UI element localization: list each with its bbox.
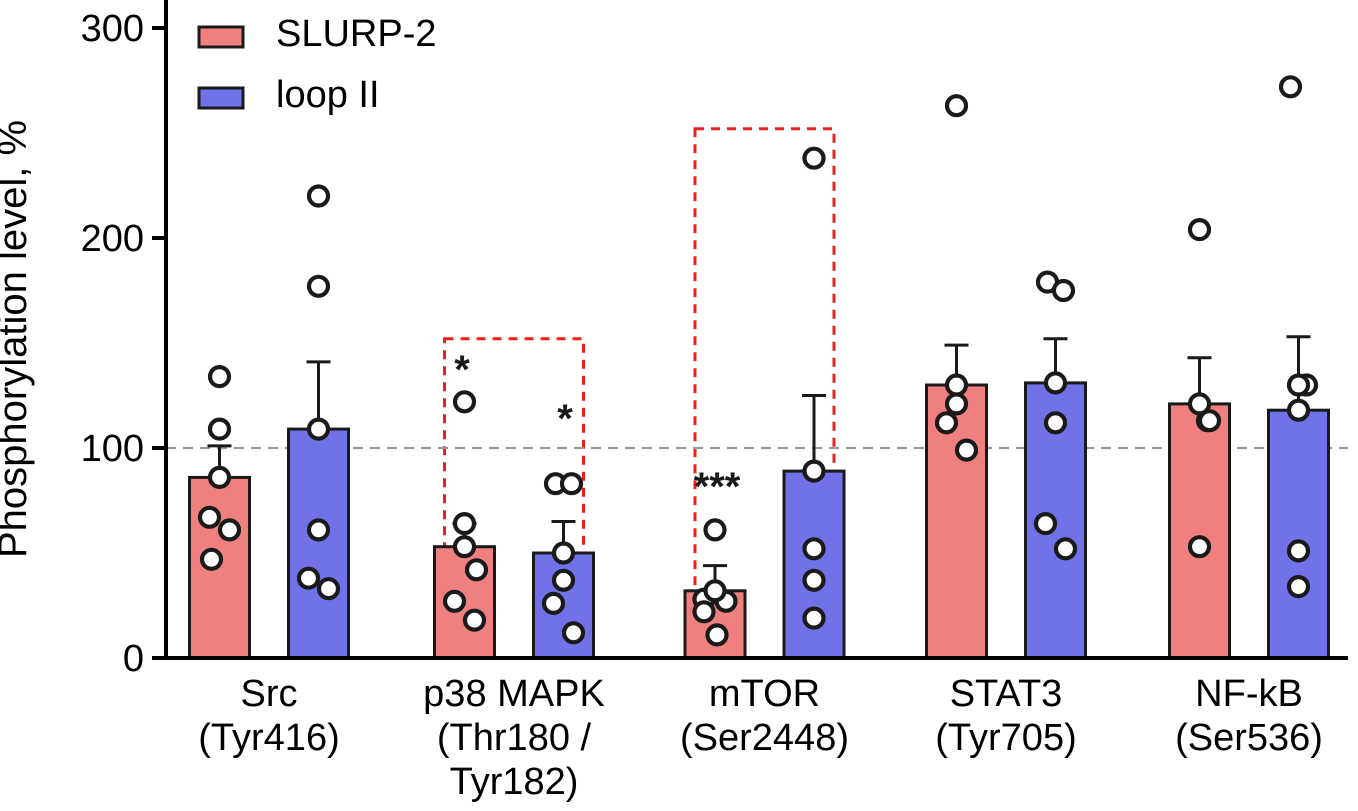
svg-text:p38 MAPK: p38 MAPK (423, 673, 605, 715)
svg-text:(Thr180 /: (Thr180 / (437, 717, 592, 759)
svg-text:Src: Src (241, 673, 298, 715)
svg-text:NF-kB: NF-kB (1195, 673, 1303, 715)
svg-text:200: 200 (81, 218, 144, 260)
svg-text:0: 0 (123, 638, 144, 680)
svg-text:(Ser2448): (Ser2448) (680, 717, 849, 759)
svg-text:STAT3: STAT3 (950, 673, 1063, 715)
svg-text:100: 100 (81, 428, 144, 470)
svg-text:(Tyr416): (Tyr416) (198, 717, 339, 759)
svg-text:***: *** (694, 465, 741, 509)
svg-text:*: * (454, 348, 470, 392)
svg-text:*: * (557, 397, 573, 441)
svg-text:SLURP-2: SLURP-2 (276, 13, 437, 55)
svg-text:mTOR: mTOR (709, 673, 820, 715)
svg-text:300: 300 (81, 8, 144, 50)
svg-text:(Tyr705): (Tyr705) (935, 717, 1076, 759)
svg-text:Tyr182): Tyr182) (450, 761, 579, 803)
svg-text:(Ser536): (Ser536) (1175, 717, 1323, 759)
svg-text:Phosphorylation level, %: Phosphorylation level, % (0, 120, 35, 558)
svg-text:loop II: loop II (276, 74, 380, 116)
